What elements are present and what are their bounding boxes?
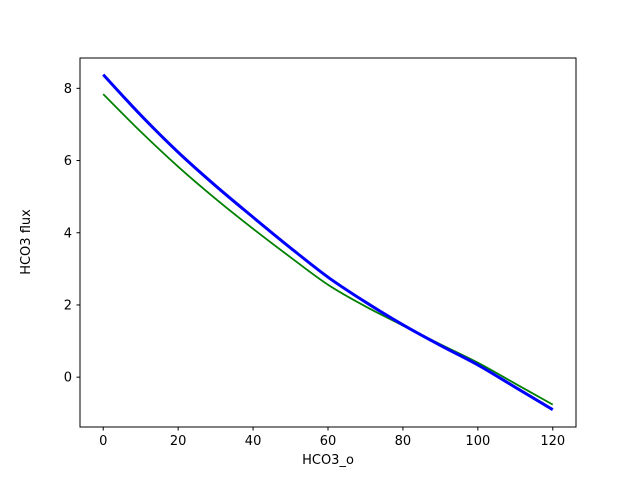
x-tick-label: 40 <box>245 434 262 449</box>
y-tick-label: 8 <box>64 82 72 97</box>
curve-blue-curve <box>102 73 554 411</box>
x-axis-label: HCO3_o <box>302 453 354 468</box>
x-tick-label: 80 <box>395 434 412 449</box>
x-tick-label: 100 <box>465 434 490 449</box>
plot-area: 0 20 40 60 80 100 120 0 2 4 6 8 <box>64 57 577 449</box>
y-tick-label: 6 <box>64 154 72 169</box>
curve-green-curve <box>102 93 554 406</box>
x-tick-label: 120 <box>540 434 565 449</box>
y-tick-label: 4 <box>64 226 72 241</box>
x-tick-label: 0 <box>99 434 107 449</box>
y-axis-label: HCO3 flux <box>19 209 34 275</box>
plot-border <box>79 57 577 428</box>
x-tick-label: 20 <box>170 434 187 449</box>
y-tick-label: 2 <box>64 298 72 313</box>
x-tick-label: 60 <box>320 434 337 449</box>
y-tick-label: 0 <box>64 371 72 386</box>
